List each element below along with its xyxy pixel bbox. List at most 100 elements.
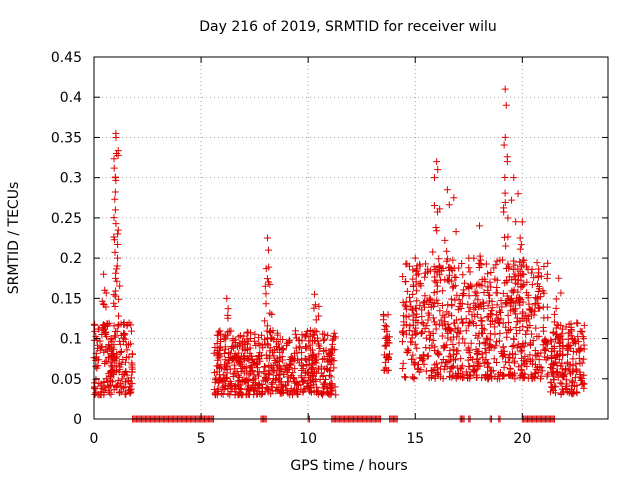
data-point: [540, 289, 548, 297]
data-point: [246, 344, 254, 352]
data-point: [497, 296, 505, 304]
data-point: [465, 363, 473, 371]
data-point: [491, 330, 499, 338]
data-point: [110, 214, 118, 222]
data-point: [399, 298, 407, 306]
data-point: [255, 368, 263, 376]
data-point: [575, 354, 583, 362]
data-point: [576, 359, 584, 367]
data-point: [555, 274, 563, 282]
data-point: [524, 323, 532, 331]
data-point: [312, 316, 320, 324]
data-point: [493, 284, 501, 292]
data-point: [119, 384, 127, 392]
data-point: [113, 265, 121, 273]
data-point: [298, 348, 306, 356]
data-point: [422, 344, 430, 352]
data-point: [111, 248, 119, 256]
data-point: [447, 356, 455, 364]
data-point: [523, 317, 531, 325]
data-point: [226, 354, 234, 362]
data-point: [449, 341, 457, 349]
data-point: [261, 363, 269, 371]
data-point: [239, 345, 247, 353]
data-point: [226, 327, 234, 335]
data-point: [464, 374, 472, 382]
data-point: [112, 150, 120, 158]
data-point: [506, 364, 514, 372]
data-point: [114, 376, 122, 384]
axis-ticks: [93, 56, 608, 420]
data-point: [502, 358, 510, 366]
data-point: [228, 343, 236, 351]
data-point: [563, 350, 571, 358]
data-point: [476, 362, 484, 370]
data-point: [114, 151, 122, 159]
data-point: [520, 357, 528, 365]
data-point: [311, 301, 319, 309]
data-point: [531, 370, 539, 378]
data-point: [445, 325, 453, 333]
data-point: [320, 347, 328, 355]
data-point: [112, 176, 120, 184]
data-point: [106, 389, 114, 397]
data-point: [231, 350, 239, 358]
data-point: [315, 312, 323, 320]
data-point: [500, 204, 508, 212]
data-point: [572, 348, 580, 356]
data-point: [470, 305, 478, 313]
data-point: [445, 310, 453, 318]
data-point: [470, 367, 478, 375]
data-point: [438, 359, 446, 367]
data-point: [268, 364, 276, 372]
data-point: [468, 283, 476, 291]
data-point: [240, 332, 248, 340]
data-point: [220, 382, 228, 390]
data-point: [290, 375, 298, 383]
data-point: [217, 390, 225, 398]
data-point: [235, 357, 243, 365]
data-point: [116, 388, 124, 396]
data-point: [223, 369, 231, 377]
data-point: [465, 308, 473, 316]
data-point: [501, 198, 509, 206]
data-point: [541, 353, 549, 361]
data-point: [450, 282, 458, 290]
data-point: [94, 344, 102, 352]
data-point: [439, 322, 447, 330]
data-point: [429, 336, 437, 344]
data-point: [110, 164, 118, 172]
data-point: [262, 351, 270, 359]
data-point: [493, 257, 501, 265]
data-point: [405, 326, 413, 334]
data-point: [383, 333, 391, 341]
data-point: [115, 295, 123, 303]
tick-labels: 0 0.05 0.1 0.15 0.2 0.25 0.3 0.35 0.4 0.45 0 5 10 15 2…: [51, 50, 531, 447]
data-point: [534, 288, 542, 296]
data-point: [525, 300, 533, 308]
data-point: [116, 349, 124, 357]
data-point: [247, 329, 255, 337]
data-point: [411, 254, 419, 262]
data-point: [123, 346, 131, 354]
y-tick-label: 0.3: [60, 171, 82, 187]
data-point: [98, 343, 106, 351]
data-point: [441, 363, 449, 371]
data-point: [97, 382, 105, 390]
data-point: [511, 261, 519, 269]
data-point: [100, 386, 108, 394]
data-point: [321, 335, 329, 343]
data-point: [399, 359, 407, 367]
data-point: [263, 384, 271, 392]
data-point: [487, 307, 495, 315]
data-point: [528, 306, 536, 314]
data-point: [423, 352, 431, 360]
data-point: [240, 338, 248, 346]
data-point: [261, 341, 269, 349]
data-point: [513, 330, 521, 338]
data-point: [306, 332, 314, 340]
data-point: [224, 311, 232, 319]
data-point: [246, 364, 254, 372]
data-point: [111, 206, 119, 214]
data-point: [307, 383, 315, 391]
